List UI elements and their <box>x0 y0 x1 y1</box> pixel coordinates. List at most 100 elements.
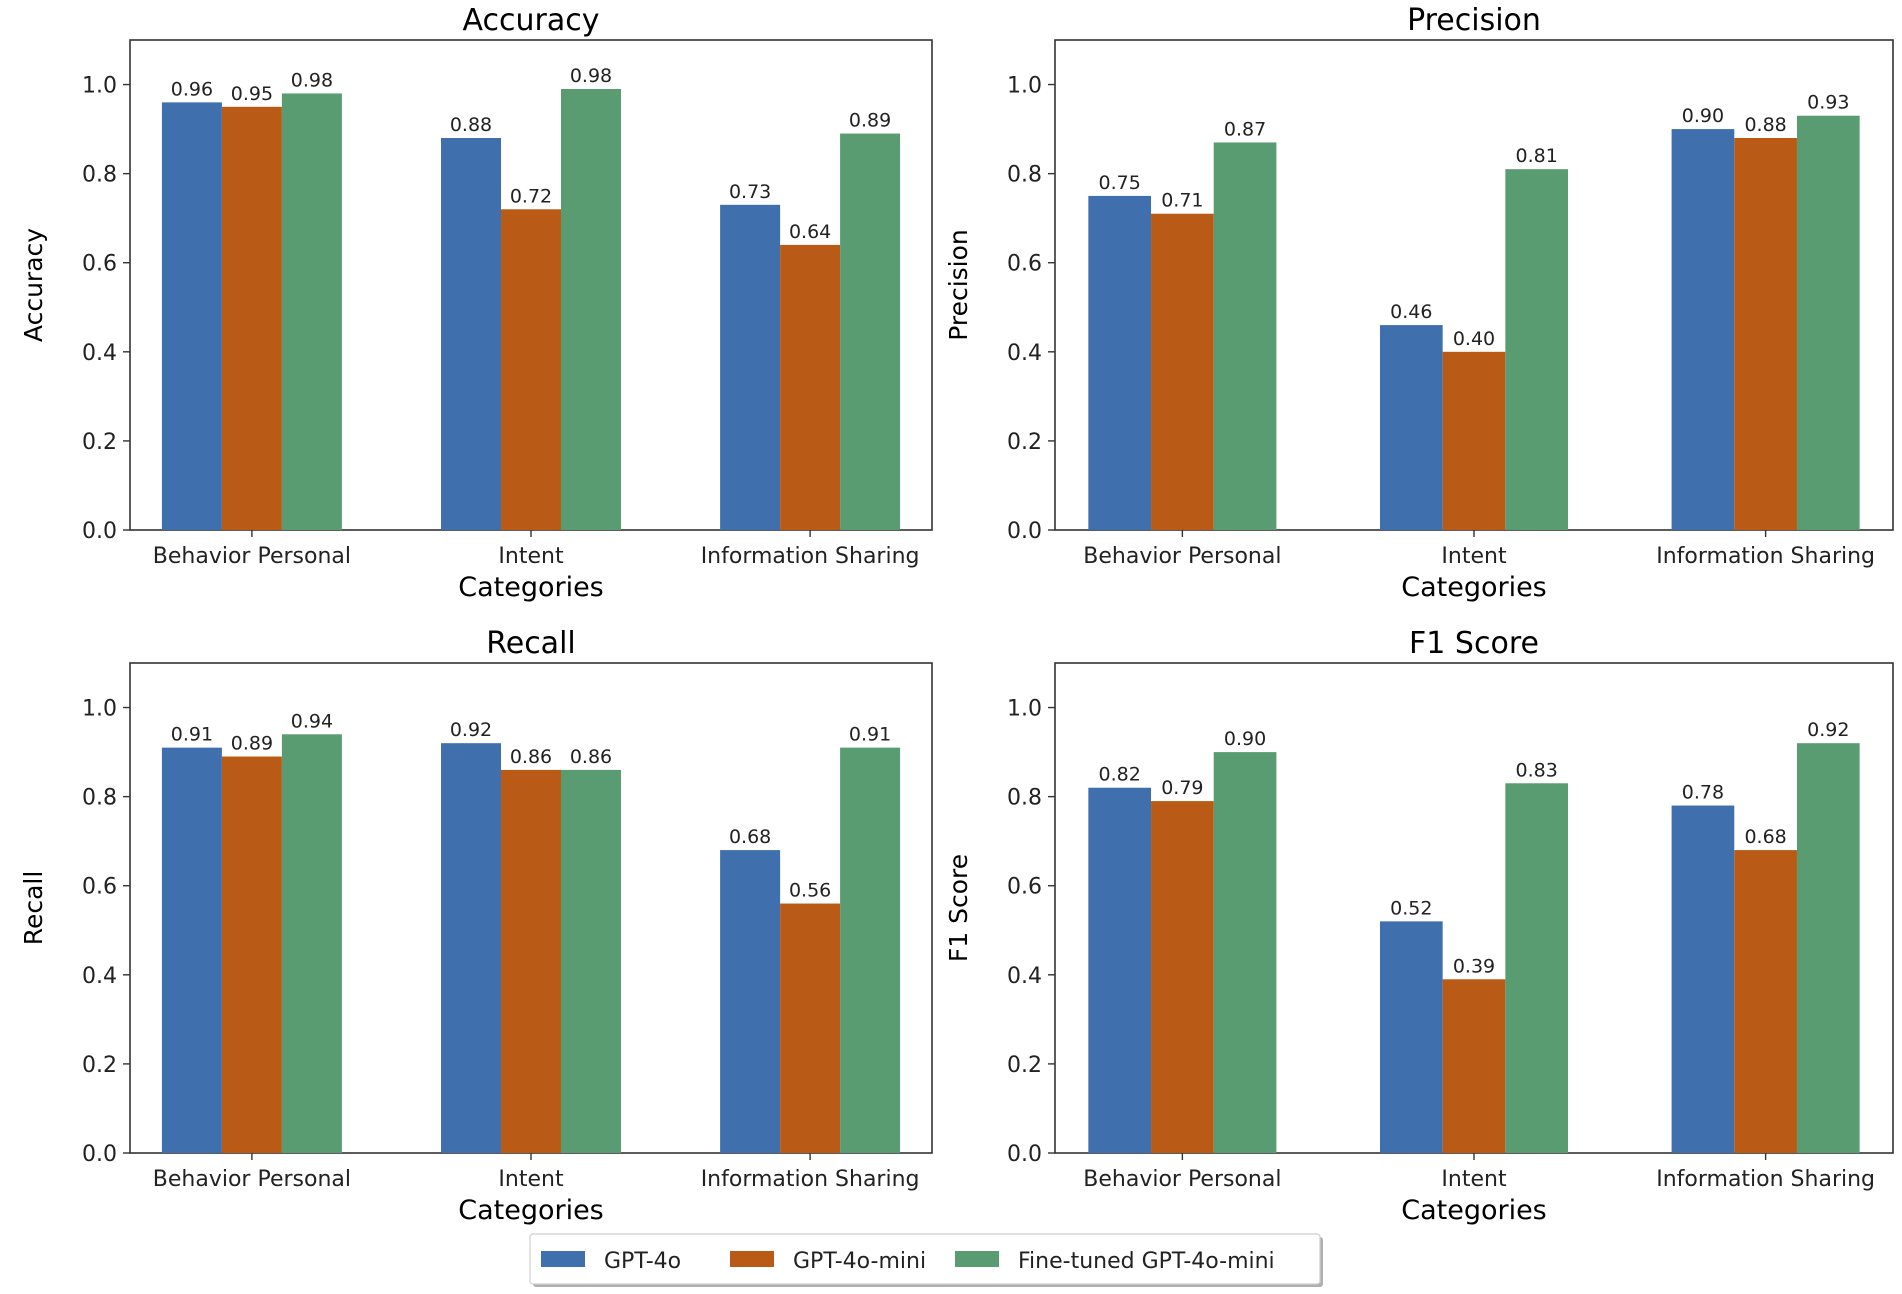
accuracy-xtick-label-intent: Intent <box>498 544 564 569</box>
precision-data-label-gpt-4o-mini-behavior-personal: 0.71 <box>1161 190 1203 212</box>
precision-data-label-gpt-4o-intent: 0.46 <box>1390 301 1432 323</box>
f1-score-bar-fine-tuned-gpt-4o-mini-information-sharing <box>1796 743 1860 1153</box>
precision-xtick-label-behavior-personal: Behavior Personal <box>1083 544 1281 569</box>
recall-title: Recall <box>486 626 576 661</box>
legend-label-gpt-4o: GPT-4o <box>604 1249 681 1274</box>
f1-score-title: F1 Score <box>1409 626 1539 661</box>
f1-score-ytick-label: 0.0 <box>1007 1142 1042 1167</box>
precision-data-label-fine-tuned-gpt-4o-mini-information-sharing: 0.93 <box>1807 92 1849 114</box>
accuracy-xlabel: Categories <box>458 572 604 603</box>
precision-bar-fine-tuned-gpt-4o-mini-information-sharing <box>1796 115 1860 531</box>
precision-bar-gpt-4o-mini-intent <box>1442 351 1506 530</box>
f1-score-bar-gpt-4o-intent <box>1379 921 1443 1153</box>
f1-score-data-label-gpt-4o-information-sharing: 0.78 <box>1682 782 1724 804</box>
precision-data-label-gpt-4o-mini-information-sharing: 0.88 <box>1744 114 1786 136</box>
f1-score-ytick-label: 1.0 <box>1007 697 1042 722</box>
recall-data-label-gpt-4o-behavior-personal: 0.91 <box>171 724 213 746</box>
recall-ytick-label: 0.8 <box>82 786 117 811</box>
precision-bar-gpt-4o-mini-information-sharing <box>1734 138 1797 530</box>
precision-ytick-label: 0.8 <box>1007 163 1042 188</box>
recall-data-label-fine-tuned-gpt-4o-mini-information-sharing: 0.91 <box>849 724 891 746</box>
f1-score-data-label-gpt-4o-mini-behavior-personal: 0.79 <box>1161 777 1203 799</box>
accuracy-data-label-gpt-4o-intent: 0.88 <box>450 114 492 136</box>
f1-score-subplot: F1 Score 0.0 0.2 0.4 0.6 0.8 1.0 F1 Score Behavi… <box>944 626 1894 1226</box>
recall-bar-gpt-4o-mini-behavior-personal <box>221 756 282 1153</box>
accuracy-bar-gpt-4o-behavior-personal <box>161 102 222 530</box>
recall-xtick-label-information-sharing: Information Sharing <box>701 1167 920 1192</box>
accuracy-bar-gpt-4o-information-sharing <box>720 204 781 530</box>
precision-bar-fine-tuned-gpt-4o-mini-intent <box>1505 169 1569 530</box>
f1-score-bar-gpt-4o-mini-intent <box>1442 979 1506 1153</box>
recall-xtick-label-behavior-personal: Behavior Personal <box>153 1167 351 1192</box>
accuracy-ytick-label: 1.0 <box>82 74 117 99</box>
recall-bar-gpt-4o-intent <box>441 743 502 1153</box>
recall-data-label-fine-tuned-gpt-4o-mini-intent: 0.86 <box>570 746 612 768</box>
recall-bar-fine-tuned-gpt-4o-mini-intent <box>560 769 621 1153</box>
precision-data-label-gpt-4o-information-sharing: 0.90 <box>1682 105 1724 127</box>
accuracy-data-label-fine-tuned-gpt-4o-mini-behavior-personal: 0.98 <box>291 69 333 91</box>
accuracy-xtick-label-behavior-personal: Behavior Personal <box>153 544 351 569</box>
legend-swatch-gpt-4o <box>541 1251 585 1267</box>
recall-bar-fine-tuned-gpt-4o-mini-information-sharing <box>840 747 901 1153</box>
accuracy-bar-fine-tuned-gpt-4o-mini-behavior-personal <box>281 93 342 531</box>
precision-bar-gpt-4o-information-sharing <box>1671 129 1735 530</box>
precision-bar-gpt-4o-intent <box>1379 325 1443 530</box>
accuracy-bar-gpt-4o-mini-behavior-personal <box>221 106 282 531</box>
accuracy-data-label-fine-tuned-gpt-4o-mini-information-sharing: 0.89 <box>849 110 891 132</box>
accuracy-bar-gpt-4o-mini-intent <box>501 209 561 531</box>
legend-label-gpt-4o-mini: GPT-4o-mini <box>793 1249 926 1274</box>
f1-score-xtick-label-intent: Intent <box>1441 1167 1507 1192</box>
legend: GPT-4o GPT-4o-mini Fine-tuned GPT-4o-mini <box>529 1233 1323 1287</box>
f1-score-ytick-label: 0.2 <box>1007 1053 1042 1078</box>
recall-ytick-label: 0.4 <box>82 964 117 989</box>
recall-ytick-label: 0.2 <box>82 1053 117 1078</box>
precision-ylabel: Precision <box>944 229 973 341</box>
precision-xlabel: Categories <box>1401 572 1547 603</box>
precision-data-label-gpt-4o-mini-intent: 0.40 <box>1453 328 1495 350</box>
accuracy-data-label-gpt-4o-behavior-personal: 0.96 <box>171 78 213 100</box>
accuracy-ytick-label: 0.2 <box>82 430 117 455</box>
f1-score-xlabel: Categories <box>1401 1195 1547 1226</box>
legend-box <box>529 1233 1321 1285</box>
f1-score-data-label-gpt-4o-mini-information-sharing: 0.68 <box>1744 826 1786 848</box>
f1-score-ytick-label: 0.6 <box>1007 875 1042 900</box>
accuracy-data-label-gpt-4o-information-sharing: 0.73 <box>729 181 771 203</box>
f1-score-xtick-label-behavior-personal: Behavior Personal <box>1083 1167 1281 1192</box>
accuracy-data-label-gpt-4o-mini-information-sharing: 0.64 <box>789 221 831 243</box>
f1-score-data-label-fine-tuned-gpt-4o-mini-information-sharing: 0.92 <box>1807 719 1849 741</box>
recall-bar-gpt-4o-mini-intent <box>501 769 561 1153</box>
accuracy-xtick-label-information-sharing: Information Sharing <box>701 544 920 569</box>
accuracy-bar-gpt-4o-intent <box>441 138 502 530</box>
f1-score-bar-gpt-4o-mini-information-sharing <box>1734 850 1797 1153</box>
precision-bar-gpt-4o-behavior-personal <box>1088 195 1152 530</box>
f1-score-xtick-label-information-sharing: Information Sharing <box>1656 1167 1875 1192</box>
precision-data-label-fine-tuned-gpt-4o-mini-behavior-personal: 0.87 <box>1224 118 1266 140</box>
accuracy-bar-fine-tuned-gpt-4o-mini-information-sharing <box>840 133 901 530</box>
precision-data-label-fine-tuned-gpt-4o-mini-intent: 0.81 <box>1516 145 1558 167</box>
accuracy-subplot: Accuracy 0.0 0.2 0.4 0.6 0.8 1.0 Accuracy Behavi… <box>19 3 933 603</box>
f1-score-data-label-fine-tuned-gpt-4o-mini-behavior-personal: 0.90 <box>1224 728 1266 750</box>
recall-data-label-fine-tuned-gpt-4o-mini-behavior-personal: 0.94 <box>291 710 333 732</box>
recall-bar-gpt-4o-mini-information-sharing <box>780 903 841 1153</box>
precision-subplot: Precision 0.0 0.2 0.4 0.6 0.8 1.0 Precision Beha… <box>944 3 1894 603</box>
f1-score-data-label-gpt-4o-mini-intent: 0.39 <box>1453 955 1495 977</box>
recall-data-label-gpt-4o-information-sharing: 0.68 <box>729 826 771 848</box>
f1-score-data-label-gpt-4o-behavior-personal: 0.82 <box>1099 764 1141 786</box>
f1-score-ytick-label: 0.4 <box>1007 964 1042 989</box>
f1-score-bar-gpt-4o-behavior-personal <box>1088 787 1152 1153</box>
recall-subplot: Recall 0.0 0.2 0.4 0.6 0.8 1.0 Recall Behavior P… <box>19 626 933 1226</box>
precision-ytick-label: 0.4 <box>1007 341 1042 366</box>
recall-data-label-gpt-4o-mini-information-sharing: 0.56 <box>789 880 831 902</box>
precision-title: Precision <box>1407 3 1541 38</box>
recall-bar-gpt-4o-information-sharing <box>720 850 781 1153</box>
recall-data-label-gpt-4o-mini-behavior-personal: 0.89 <box>231 733 273 755</box>
f1-score-bar-gpt-4o-mini-behavior-personal <box>1151 801 1214 1153</box>
f1-score-bar-fine-tuned-gpt-4o-mini-intent <box>1505 783 1569 1153</box>
recall-ylabel: Recall <box>19 871 48 946</box>
accuracy-title: Accuracy <box>463 3 600 38</box>
f1-score-data-label-fine-tuned-gpt-4o-mini-intent: 0.83 <box>1516 759 1558 781</box>
recall-ytick-label: 1.0 <box>82 697 117 722</box>
f1-score-ylabel: F1 Score <box>944 854 973 962</box>
f1-score-bar-gpt-4o-information-sharing <box>1671 805 1735 1153</box>
precision-ytick-label: 1.0 <box>1007 74 1042 99</box>
